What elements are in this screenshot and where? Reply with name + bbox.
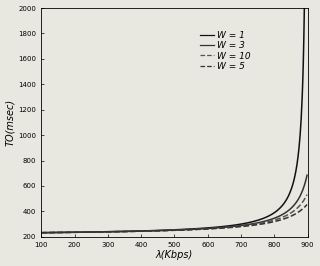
W = 10	[39, 231, 43, 234]
W = 1	[167, 228, 171, 232]
W = 1	[299, 126, 302, 129]
W = 5	[167, 229, 171, 232]
Y-axis label: TO(msec): TO(msec)	[5, 99, 16, 146]
W = 10	[305, 193, 309, 196]
X-axis label: λ(Kbps): λ(Kbps)	[156, 251, 193, 260]
W = 5	[305, 203, 309, 206]
Line: W = 5: W = 5	[41, 205, 307, 233]
W = 3	[305, 174, 309, 177]
W = 3	[257, 221, 261, 224]
W = 1	[165, 228, 169, 232]
W = 1	[39, 231, 43, 234]
W = 10	[257, 222, 261, 225]
W = 10	[167, 229, 171, 232]
W = 10	[183, 228, 187, 231]
W = 5	[165, 229, 169, 232]
W = 3	[197, 227, 201, 231]
W = 5	[197, 228, 201, 231]
W = 10	[165, 229, 169, 232]
W = 3	[299, 193, 302, 197]
W = 3	[39, 231, 43, 234]
W = 10	[197, 228, 201, 231]
Line: W = 10: W = 10	[41, 195, 307, 233]
W = 3	[165, 229, 169, 232]
W = 10	[299, 203, 302, 206]
W = 5	[257, 223, 261, 226]
W = 5	[183, 228, 187, 232]
Legend: W = 1, W = 3, W = 10, W = 5: W = 1, W = 3, W = 10, W = 5	[200, 31, 251, 71]
Line: W = 3: W = 3	[41, 175, 307, 233]
W = 3	[183, 228, 187, 231]
W = 3	[167, 229, 171, 232]
W = 1	[257, 218, 261, 222]
W = 1	[183, 228, 187, 231]
W = 5	[299, 209, 302, 212]
W = 5	[39, 231, 43, 234]
W = 1	[197, 227, 201, 230]
Line: W = 1: W = 1	[41, 0, 307, 233]
